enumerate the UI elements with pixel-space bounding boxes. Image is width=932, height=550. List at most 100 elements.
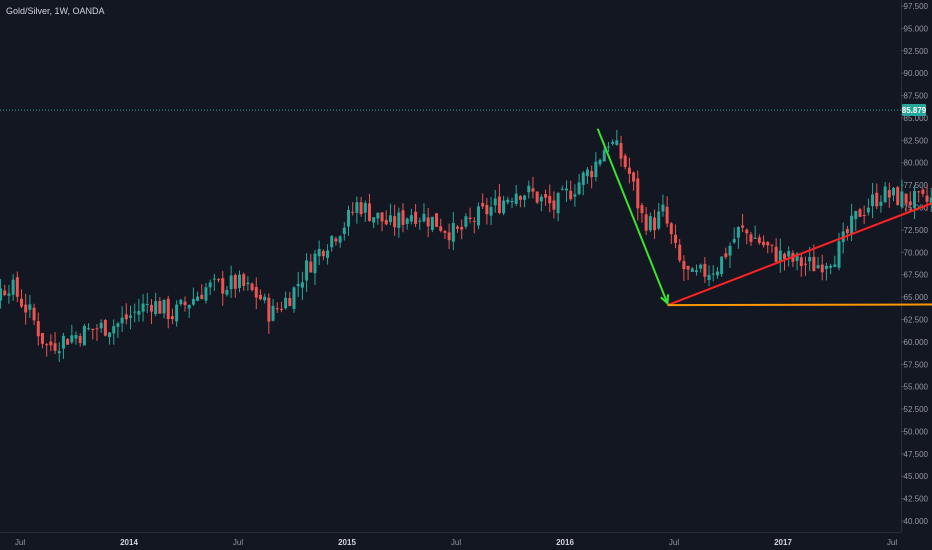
candle-body bbox=[250, 283, 254, 290]
candle-body bbox=[347, 210, 351, 227]
candle-body bbox=[585, 169, 589, 177]
candle-body bbox=[334, 238, 338, 242]
candle-body bbox=[535, 191, 539, 203]
candle-body bbox=[787, 251, 791, 257]
candle-body bbox=[464, 216, 468, 227]
candle-body bbox=[338, 236, 342, 243]
candle-body bbox=[523, 195, 527, 200]
support-line-orange bbox=[667, 303, 932, 307]
x-tick-label: Jul bbox=[451, 538, 461, 547]
candle-body bbox=[66, 339, 70, 345]
candle-body bbox=[703, 263, 707, 277]
candle-body bbox=[409, 215, 413, 222]
candle-body bbox=[560, 188, 564, 190]
arrow-line-green bbox=[596, 128, 669, 304]
candle-body bbox=[363, 203, 367, 213]
candle-body bbox=[900, 191, 904, 207]
candle-body bbox=[632, 172, 636, 182]
candle-body bbox=[485, 204, 489, 215]
candle-body bbox=[95, 328, 99, 330]
candle-body bbox=[342, 227, 346, 235]
candle-body bbox=[292, 287, 296, 309]
candle-body bbox=[170, 316, 174, 320]
candle-body bbox=[162, 299, 166, 314]
candle-body bbox=[279, 308, 283, 310]
candle-body bbox=[175, 304, 179, 322]
candle-body bbox=[669, 223, 673, 235]
candle-body bbox=[887, 190, 891, 198]
candle-body bbox=[271, 305, 275, 321]
candle-body bbox=[728, 245, 732, 256]
candle-body bbox=[372, 217, 376, 223]
candle-body bbox=[120, 317, 124, 324]
x-tick-label: Jul bbox=[669, 538, 679, 547]
candle-body bbox=[590, 170, 594, 178]
trend-line-red bbox=[667, 202, 932, 307]
candle-body bbox=[531, 188, 535, 192]
candle-body bbox=[460, 226, 464, 230]
candle-body bbox=[766, 242, 770, 246]
candle-body bbox=[749, 234, 753, 242]
candle-body bbox=[225, 289, 229, 295]
candle-body bbox=[657, 211, 661, 229]
candle-body bbox=[715, 271, 719, 276]
y-tick-label: 75.000 bbox=[904, 204, 929, 213]
candle-body bbox=[514, 193, 518, 204]
candle-body bbox=[598, 159, 602, 165]
candle-body bbox=[359, 202, 363, 215]
x-tick-label: 2015 bbox=[338, 538, 356, 547]
y-tick-label: 52.500 bbox=[904, 405, 929, 414]
candle-body bbox=[15, 277, 19, 297]
candle-body bbox=[770, 244, 774, 246]
candle-body bbox=[355, 202, 359, 213]
candle-body bbox=[435, 213, 439, 227]
x-tick-label: Jul bbox=[887, 538, 897, 547]
candle-body bbox=[565, 188, 569, 191]
candle-body bbox=[296, 284, 300, 287]
candle-body bbox=[661, 204, 665, 212]
candle-body bbox=[388, 215, 392, 223]
candle-body bbox=[74, 334, 78, 339]
x-tick-label: 2016 bbox=[556, 538, 574, 547]
candle-body bbox=[799, 257, 803, 267]
y-tick-label: 77.500 bbox=[904, 181, 929, 190]
candle-body bbox=[736, 227, 740, 238]
candle-body bbox=[468, 217, 472, 220]
candle-body bbox=[124, 314, 128, 320]
candle-body bbox=[858, 209, 862, 217]
candle-body bbox=[229, 275, 233, 290]
candle-body bbox=[606, 146, 610, 148]
candle-body bbox=[921, 189, 925, 194]
candle-body bbox=[892, 187, 896, 196]
candle-body bbox=[313, 253, 317, 274]
candle-body bbox=[866, 207, 870, 213]
candle-body bbox=[414, 211, 418, 224]
candle-body bbox=[678, 244, 682, 261]
candle-body bbox=[133, 311, 137, 313]
candle-body bbox=[443, 231, 447, 233]
candle-body bbox=[627, 167, 631, 174]
candle-body bbox=[762, 241, 766, 246]
y-tick-label: 95.000 bbox=[904, 24, 929, 33]
candle-body bbox=[757, 237, 761, 243]
candle-body bbox=[317, 249, 321, 257]
candle-body bbox=[711, 273, 715, 275]
candle-body bbox=[518, 196, 522, 200]
candle-body bbox=[116, 323, 120, 327]
symbol-title: Gold/Silver, 1W, OANDA bbox=[6, 6, 105, 16]
candle-body bbox=[502, 200, 506, 214]
candle-body bbox=[602, 150, 606, 162]
candle-body bbox=[573, 194, 577, 197]
candle-body bbox=[837, 241, 841, 268]
candle-body bbox=[569, 190, 573, 200]
candle-body bbox=[690, 268, 694, 272]
candle-body bbox=[263, 296, 267, 301]
candle-body bbox=[556, 193, 560, 214]
y-tick-label: 40.000 bbox=[904, 517, 929, 526]
candle-body bbox=[929, 197, 932, 204]
y-tick-label: 70.000 bbox=[904, 248, 929, 257]
candle-body bbox=[183, 301, 187, 306]
candle-body bbox=[376, 212, 380, 219]
